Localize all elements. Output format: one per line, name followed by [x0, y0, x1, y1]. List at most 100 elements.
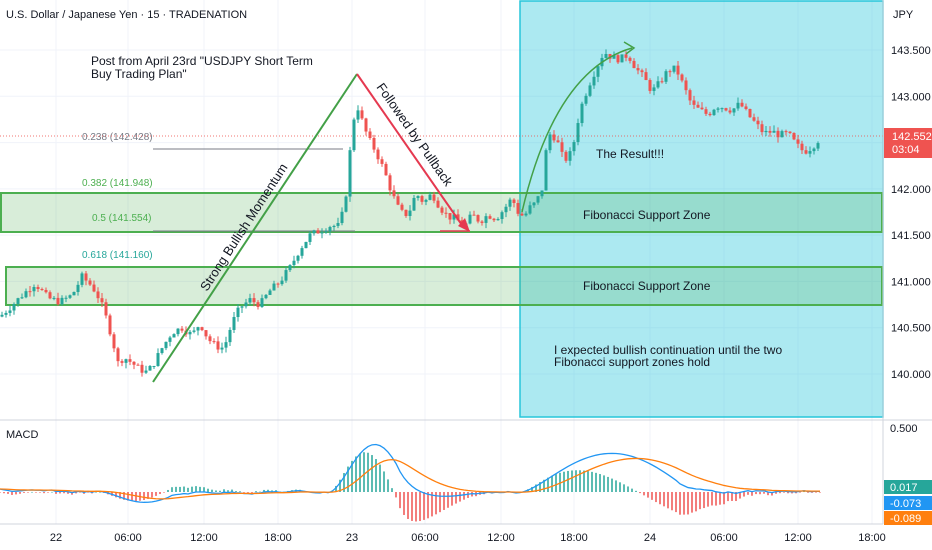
candle-body	[408, 210, 412, 216]
result-highlight-box[interactable]	[519, 0, 884, 418]
candle-body	[288, 265, 292, 271]
candle-body	[188, 331, 192, 335]
candle-body	[32, 287, 36, 292]
candle-body	[356, 110, 360, 120]
candle-body	[100, 298, 104, 303]
candle-body	[528, 205, 532, 214]
time-axis[interactable]: 22 06:00 12:00 18:00 23 06:00 12:00 18:00 24 06:0…	[50, 532, 886, 544]
fib-support-zone-lower[interactable]	[5, 266, 883, 306]
candle-body	[760, 124, 764, 133]
candle-body	[432, 194, 436, 201]
macd-histogram-bar	[691, 492, 693, 513]
candle-body	[104, 302, 108, 316]
result-curve-arrow[interactable]	[521, 47, 633, 213]
candle-body	[168, 337, 172, 342]
macd-histogram-bar	[415, 492, 417, 522]
macd-histogram-bar	[243, 492, 245, 493]
candle-body	[128, 359, 132, 362]
macd-histogram-bar	[683, 492, 685, 515]
candle-body	[764, 130, 768, 133]
candle-body	[548, 134, 552, 151]
candle-body	[512, 199, 516, 204]
candle-body	[12, 303, 16, 311]
macd-histogram-bar	[207, 488, 209, 492]
macd-histogram-bar	[775, 492, 777, 494]
macd-line	[0, 443, 821, 503]
macd-histogram-bar	[439, 492, 441, 513]
macd-histogram-bar	[467, 492, 469, 498]
macd-histogram-bar	[219, 490, 221, 492]
candle-body	[636, 68, 640, 71]
candle-body	[312, 230, 316, 234]
price-tick-label: 141.500	[891, 230, 931, 242]
candle-body	[204, 330, 208, 337]
candle-body	[60, 297, 64, 305]
time-tick-label: 22	[50, 532, 62, 544]
macd-line-value: -0.073	[890, 498, 921, 510]
price-tick-label: 143.000	[891, 91, 931, 103]
macd-histogram-bar	[203, 487, 205, 492]
candle-body	[656, 81, 660, 88]
candle-body	[692, 100, 696, 105]
candle-body	[616, 55, 620, 63]
macd-histogram-bar	[651, 492, 653, 500]
candle-body	[588, 85, 592, 96]
candle-body	[580, 103, 584, 124]
macd-histogram-bar	[343, 473, 345, 492]
candle-body	[816, 143, 820, 149]
candle-body	[684, 80, 688, 91]
fib-label-05: 0.5 (141.554)	[92, 213, 152, 224]
time-tick-label: 18:00	[264, 532, 292, 544]
macd-histogram-bar	[607, 476, 609, 492]
macd-histogram-bar	[455, 492, 457, 504]
macd-histogram-bar	[223, 489, 225, 492]
candle-body	[320, 232, 324, 234]
macd-histogram-bar	[595, 472, 597, 492]
pullback-arrow[interactable]	[356, 73, 465, 229]
candle-body	[492, 218, 496, 221]
macd-histogram-bar	[447, 492, 449, 508]
candle-body	[640, 70, 644, 73]
macd-line-badge	[884, 496, 932, 510]
macd-histogram-bar	[159, 492, 161, 495]
price-axis-ticks[interactable]: 143.500143.000142.500142.000141.500141.0…	[891, 45, 931, 381]
macd-histogram-bar	[535, 484, 537, 492]
macd-histogram-bar	[63, 492, 65, 494]
candle-body	[628, 57, 632, 61]
candle-body	[500, 212, 504, 220]
candle-body	[248, 298, 252, 303]
macd-histogram-bar	[567, 470, 569, 492]
bullish-momentum-line[interactable]	[152, 73, 358, 383]
candle-body	[508, 199, 512, 207]
candle-body	[348, 150, 352, 197]
candle-body	[0, 314, 4, 317]
macd-histogram-bar	[127, 492, 129, 501]
macd-histogram-bar	[99, 491, 101, 493]
candle-body	[228, 329, 232, 343]
candle-body	[276, 283, 280, 285]
macd-histogram-bar	[623, 484, 625, 492]
candle-body	[92, 284, 96, 292]
macd-histogram-bar	[395, 492, 397, 498]
macd-histogram-bar	[627, 486, 629, 492]
candle-body	[572, 142, 576, 152]
macd-histogram-bar	[647, 492, 649, 498]
candle-body	[540, 190, 544, 197]
macd-histogram-bar	[591, 471, 593, 492]
macd-histogram-bar	[27, 492, 29, 493]
symbol-title[interactable]: U.S. Dollar / Japanese Yen · 15 · TRADEN…	[6, 9, 247, 21]
signal-line-badge	[884, 511, 932, 525]
candle-body	[668, 71, 672, 73]
macd-histogram-bar	[399, 492, 401, 509]
macd-histogram-bar	[151, 492, 153, 498]
macd-histogram-bar	[143, 492, 145, 501]
macd-histogram-bar	[411, 492, 413, 521]
macd-histogram-bar	[0, 492, 1, 493]
last-price-badge	[884, 128, 932, 158]
candle-body	[108, 315, 112, 335]
macd-histogram-bar	[367, 452, 369, 492]
macd-histogram-bar	[211, 489, 213, 492]
macd-histogram-bar	[587, 471, 589, 492]
candle-body	[768, 130, 772, 133]
macd-histogram-bar	[87, 492, 89, 493]
